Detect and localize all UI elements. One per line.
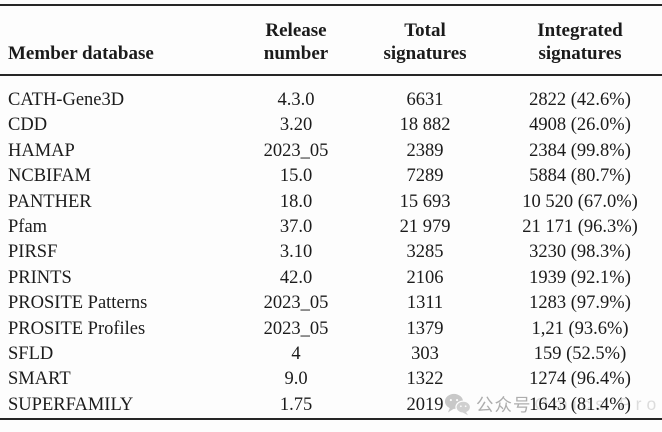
cell-release-number: 4.3.0 — [277, 90, 315, 110]
wechat-icon — [444, 393, 471, 415]
table-header: Member database Release number Total sig… — [0, 5, 662, 75]
cell-member-database: SFLD — [8, 344, 54, 365]
column-header-release-number: Release number — [263, 20, 329, 64]
column-header-integrated-signatures: Integrated signatures — [537, 20, 623, 64]
cell-release-number: 4 — [291, 344, 301, 365]
cell-member-database: Pfam — [8, 217, 48, 238]
cell-release-number: 37.0 — [279, 217, 313, 238]
cell-integrated-signatures: 1939 (92.1%) — [529, 267, 631, 288]
table-row: SFLD 4 303 159 (52.5%) — [0, 342, 662, 367]
cell-member-database: HAMAP — [8, 140, 75, 161]
cell-integrated-signatures: 10 520 (67.0%) — [522, 191, 638, 212]
cell-integrated-signatures: 1643 (81.4%) — [529, 394, 631, 415]
watermark-label: 公众号 — [476, 394, 532, 415]
cell-member-database: PROSITE Patterns — [8, 293, 148, 314]
cell-integrated-signatures: 5884 (80.7%) — [529, 166, 631, 187]
cell-total-signatures: 1379 — [406, 318, 444, 339]
cell-total-signatures: 7289 — [406, 166, 444, 187]
cell-total-signatures: 21 979 — [399, 217, 451, 238]
cell-total-signatures: 303 — [411, 344, 439, 365]
watermark: 公众号 Omics Pro — [444, 392, 661, 416]
cell-integrated-signatures: 159 (52.5%) — [533, 344, 627, 365]
cell-release-number: 2023_05 — [263, 293, 329, 314]
cell-member-database: CATH-Gene3D — [8, 90, 125, 110]
cell-release-number: 42.0 — [279, 267, 313, 288]
cell-integrated-signatures: 1283 (97.9%) — [529, 293, 631, 314]
table-row: Pfam 37.0 21 979 21 171 (96.3%) — [0, 215, 662, 240]
cell-release-number: 9.0 — [284, 369, 308, 390]
table-row: CDD 3.20 18 882 4908 (26.0%) — [0, 113, 662, 138]
table-row: SMART 9.0 1322 1274 (96.4%) — [0, 367, 662, 392]
cell-integrated-signatures: 2822 (42.6%) — [529, 90, 631, 110]
cell-member-database: CDD — [8, 115, 48, 136]
table-row: PIRSF 3.10 3285 3230 (98.3%) — [0, 240, 662, 265]
cell-total-signatures: 18 882 — [399, 115, 451, 136]
cell-total-signatures: 2106 — [406, 267, 444, 288]
cell-member-database: SUPERFAMILY — [8, 394, 134, 415]
cell-release-number: 18.0 — [279, 191, 313, 212]
cell-total-signatures: 3285 — [406, 242, 444, 263]
cell-total-signatures: 2019 — [406, 394, 444, 415]
cell-total-signatures: 1322 — [406, 369, 444, 390]
cell-member-database: PRINTS — [8, 267, 72, 288]
cell-member-database: PANTHER — [8, 191, 92, 212]
table-row: CATH-Gene3D 4.3.0 6631 2822 (42.6%) — [0, 75, 662, 113]
cell-total-signatures: 1311 — [406, 293, 444, 314]
cell-integrated-signatures: 2384 (99.8%) — [529, 140, 631, 161]
cell-integrated-signatures: 3230 (98.3%) — [529, 242, 631, 263]
table-row: PROSITE Patterns 2023_05 1311 1283 (97.9… — [0, 291, 662, 316]
cell-total-signatures: 15 693 — [399, 191, 451, 212]
table-row: SUPERFAMILY 1.75 2019 1643 (81.4%) — [0, 393, 662, 419]
cell-member-database: NCBIFAM — [8, 166, 91, 187]
table-row: PANTHER 18.0 15 693 10 520 (67.0%) — [0, 190, 662, 215]
column-header-total-signatures: Total signatures — [383, 20, 467, 64]
cell-integrated-signatures: 21 171 (96.3%) — [522, 217, 638, 238]
table-row: PRINTS 42.0 2106 1939 (92.1%) — [0, 266, 662, 291]
cell-member-database: PROSITE Profiles — [8, 318, 146, 339]
cell-integrated-signatures: 4908 (26.0%) — [529, 115, 631, 136]
cell-total-signatures: 6631 — [406, 90, 444, 110]
table-body: CATH-Gene3D 4.3.0 6631 2822 (42.6%) CDD … — [0, 75, 662, 419]
cell-member-database: PIRSF — [8, 242, 58, 263]
cell-member-database: SMART — [8, 369, 71, 390]
cell-release-number: 2023_05 — [263, 140, 329, 161]
cell-release-number: 3.10 — [279, 242, 313, 263]
cell-integrated-signatures: 1,21 (93.6%) — [531, 318, 629, 339]
watermark-faint-text: Omics Pro — [534, 393, 662, 414]
table-row: NCBIFAM 15.0 7289 5884 (80.7%) — [0, 164, 662, 189]
cell-release-number: 15.0 — [279, 166, 313, 187]
table-row: HAMAP 2023_05 2389 2384 (99.8%) — [0, 139, 662, 164]
table-row: PROSITE Profiles 2023_05 1379 1,21 (93.6… — [0, 317, 662, 342]
header-row: Member database Release number Total sig… — [0, 5, 662, 75]
column-header-member-database: Member database — [8, 43, 154, 64]
cell-release-number: 1.75 — [279, 394, 313, 415]
cell-release-number: 3.20 — [279, 115, 313, 136]
member-database-table: Member database Release number Total sig… — [0, 4, 662, 421]
cell-total-signatures: 2389 — [406, 140, 444, 161]
cell-integrated-signatures: 1274 (96.4%) — [529, 369, 631, 390]
cell-release-number: 2023_05 — [263, 318, 329, 339]
